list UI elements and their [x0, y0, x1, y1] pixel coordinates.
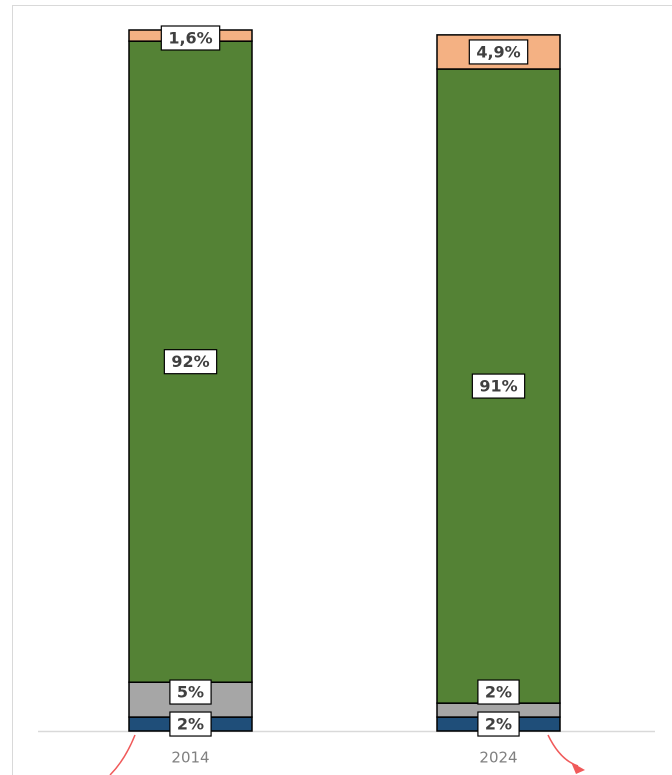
chart-border — [12, 5, 672, 775]
data-label: 2% — [177, 715, 204, 734]
arrow-head — [571, 762, 585, 774]
data-label: 92% — [171, 352, 209, 371]
data-label-box — [471, 373, 526, 399]
data-label-box — [169, 679, 212, 705]
data-label-box — [477, 679, 520, 705]
data-label: 5% — [177, 683, 204, 702]
data-label: 2% — [485, 683, 512, 702]
data-label: 4,9% — [476, 42, 520, 61]
data-label-box — [160, 25, 221, 51]
data-label: 91% — [479, 377, 517, 396]
x-tick-label: 2024 — [479, 749, 517, 767]
data-label-box — [468, 39, 529, 65]
data-label: 1,6% — [168, 29, 212, 48]
data-label-box — [169, 711, 212, 737]
x-tick-label: 2014 — [171, 749, 209, 767]
annotation-arrow — [547, 734, 579, 767]
data-label: 2% — [485, 715, 512, 734]
annotation-arrow — [109, 734, 136, 775]
data-label-box — [163, 349, 218, 375]
data-label-box — [477, 711, 520, 737]
